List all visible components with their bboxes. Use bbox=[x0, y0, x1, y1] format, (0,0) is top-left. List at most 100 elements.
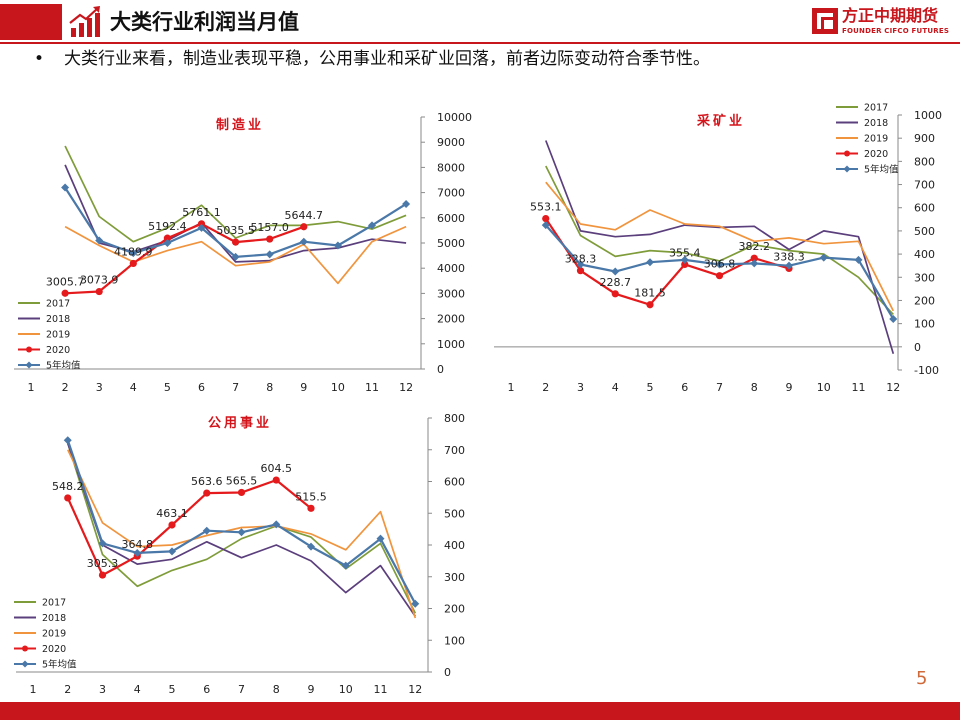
data-point-avg bbox=[715, 260, 724, 269]
data-point-avg bbox=[541, 221, 550, 230]
data-point-avg bbox=[376, 534, 385, 543]
data-point-avg bbox=[299, 237, 308, 246]
y-tick-label: 300 bbox=[914, 271, 935, 284]
data-point-2020 bbox=[168, 521, 176, 529]
x-tick-label: 12 bbox=[408, 683, 422, 696]
x-tick-label: 3 bbox=[577, 381, 584, 394]
data-point-avg bbox=[889, 315, 898, 323]
chart-mining-svg: 采矿业 -100 0 100 200 300 400 500 600 700 800 900 1000 1… bbox=[494, 103, 942, 394]
data-point-avg bbox=[611, 267, 620, 276]
x-tick-label: 9 bbox=[308, 683, 315, 696]
summary-text: 大类行业来看，制造业表现平稳，公用事业和采矿业回落，前者边际变动符合季节性。 bbox=[64, 49, 710, 69]
page-title: 大类行业利润当月值 bbox=[110, 10, 299, 34]
x-tick-label: 12 bbox=[399, 381, 413, 394]
data-point-avg bbox=[95, 236, 104, 245]
series-line-2017 bbox=[64, 145, 407, 243]
x-tick-label: 1 bbox=[30, 683, 37, 696]
x-tick-label: 5 bbox=[164, 381, 171, 394]
data-label: 338.3 bbox=[773, 250, 805, 263]
legend-marker bbox=[844, 150, 850, 157]
y-tick-label: 500 bbox=[444, 507, 465, 520]
series-line-2019 bbox=[67, 449, 417, 619]
trend-up-icon bbox=[69, 6, 100, 37]
footer-bar bbox=[0, 702, 960, 720]
logo-mark-icon bbox=[812, 8, 838, 34]
y-tick-label: 0 bbox=[444, 666, 451, 679]
data-point-avg bbox=[98, 539, 107, 548]
data-label: 5035.5 bbox=[216, 224, 255, 237]
data-point-2020 bbox=[681, 260, 689, 269]
series-line-2020 bbox=[66, 478, 312, 577]
x-tick-label: 8 bbox=[273, 683, 280, 696]
x-tick-label: 8 bbox=[751, 381, 758, 394]
y-tick-label: 700 bbox=[444, 444, 465, 457]
legend-label: 2017 bbox=[42, 598, 66, 609]
data-label: 3073.9 bbox=[80, 274, 119, 287]
data-point-2020 bbox=[203, 489, 211, 497]
data-point-avg bbox=[272, 520, 281, 529]
data-point-avg bbox=[129, 249, 138, 258]
data-label: 5644.7 bbox=[285, 209, 324, 222]
data-point-2020 bbox=[542, 214, 550, 223]
data-point-avg bbox=[402, 199, 411, 208]
series-line-2019 bbox=[64, 225, 407, 285]
data-label: 463.1 bbox=[156, 507, 188, 520]
data-point-2020 bbox=[307, 504, 315, 512]
data-point-2020 bbox=[715, 272, 724, 280]
x-tick-label: 2 bbox=[62, 381, 69, 394]
data-label: 5761.1 bbox=[182, 206, 221, 219]
x-tick-label: 11 bbox=[374, 683, 388, 696]
data-point-avg bbox=[750, 259, 759, 268]
data-point-avg bbox=[411, 599, 420, 608]
y-tick-label: 900 bbox=[914, 132, 935, 145]
data-label: 5192.4 bbox=[148, 220, 187, 233]
data-label: 306.8 bbox=[704, 258, 736, 271]
data-point-avg bbox=[163, 239, 172, 247]
y-tick-label: 2000 bbox=[437, 313, 465, 326]
data-point-avg bbox=[197, 223, 206, 232]
y-tick-label: 6000 bbox=[437, 212, 465, 225]
data-label: 305.3 bbox=[87, 557, 119, 570]
y-tick-label: 10000 bbox=[437, 111, 472, 124]
x-tick-label: 6 bbox=[198, 381, 205, 394]
data-label: 364.8 bbox=[122, 538, 154, 551]
chart-title: 制造业 bbox=[216, 117, 264, 133]
x-tick-label: 2 bbox=[64, 683, 71, 696]
header-accent-block bbox=[0, 4, 62, 40]
x-tick-label: 9 bbox=[786, 381, 793, 394]
x-tick-label: 1 bbox=[28, 381, 35, 394]
y-tick-label: 600 bbox=[444, 476, 465, 489]
data-point-2020 bbox=[272, 476, 280, 484]
series-line-2019 bbox=[545, 181, 895, 312]
data-point-avg bbox=[576, 260, 585, 269]
x-tick-label: 11 bbox=[852, 381, 866, 394]
legend-marker bbox=[22, 645, 28, 652]
y-tick-label: 0 bbox=[914, 341, 921, 354]
data-point-2020 bbox=[237, 488, 246, 497]
x-tick-label: 4 bbox=[134, 683, 141, 696]
y-tick-label: 400 bbox=[914, 248, 935, 261]
chart-title: 公用事业 bbox=[208, 415, 272, 431]
chart-utilities: 公用事业 0 100 200 300 400 500 600 700 800 1 2 3 4 5 6 7 8 9 10… bbox=[0, 402, 480, 702]
chart-manufacturing-svg: 制造业 0 1000 2000 3000 4000 5000 6000 7000 8000 9000… bbox=[14, 111, 472, 394]
legend-marker bbox=[843, 165, 851, 173]
legend-label: 5年均值 bbox=[42, 659, 77, 671]
y-tick-label: -100 bbox=[914, 364, 939, 377]
y-tick-label: 1000 bbox=[437, 338, 465, 351]
data-point-2020 bbox=[64, 494, 72, 502]
data-point-2020 bbox=[61, 289, 69, 297]
series-line-5年均值 bbox=[544, 224, 895, 320]
legend-label: 2019 bbox=[864, 134, 888, 145]
x-tick-label: 6 bbox=[681, 381, 688, 394]
y-tick-label: 400 bbox=[444, 539, 465, 552]
chart-manufacturing: 制造业 0 1000 2000 3000 4000 5000 6000 7000 8000 9000… bbox=[0, 100, 480, 400]
series-line-2017 bbox=[66, 443, 417, 614]
data-label: 563.6 bbox=[191, 475, 223, 488]
x-tick-label: 1 bbox=[508, 381, 515, 394]
logo-text-en: FOUNDER CIFCO FUTURES bbox=[842, 27, 950, 35]
data-point-2020 bbox=[266, 235, 274, 243]
header-divider bbox=[0, 42, 960, 44]
legend-label: 2019 bbox=[42, 629, 66, 640]
x-tick-label: 12 bbox=[886, 381, 900, 394]
data-point-2020 bbox=[98, 571, 107, 579]
